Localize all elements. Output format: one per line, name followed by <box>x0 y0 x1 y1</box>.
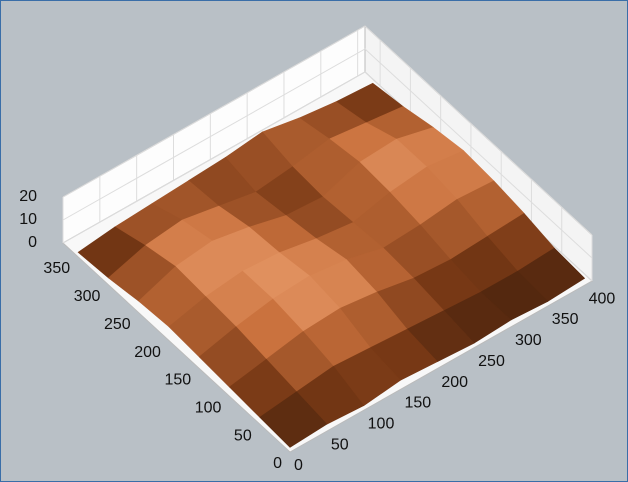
x-tick-label: 350 <box>552 311 579 328</box>
y-tick-label: 200 <box>134 344 161 361</box>
y-tick-label: 0 <box>273 455 282 472</box>
x-tick-label: 200 <box>441 374 468 391</box>
x-tick-label: 150 <box>404 395 431 412</box>
chart: 0501001502002503003504000501001502002503… <box>0 0 628 482</box>
x-tick-label: 250 <box>478 353 505 370</box>
x-tick-label: 300 <box>515 332 542 349</box>
z-tick-label: 20 <box>19 188 37 205</box>
z-tick-label: 10 <box>19 211 37 228</box>
x-tick-label: 400 <box>589 290 616 307</box>
x-tick-label: 50 <box>331 436 349 453</box>
y-tick-label: 250 <box>104 316 131 333</box>
x-tick-label: 100 <box>368 416 395 433</box>
y-tick-label: 50 <box>234 427 252 444</box>
y-tick-label: 350 <box>43 260 70 277</box>
page: 0501001502002503003504000501001502002503… <box>0 0 628 482</box>
y-tick-label: 100 <box>195 399 222 416</box>
y-tick-label: 300 <box>74 288 101 305</box>
z-tick-label: 0 <box>28 234 37 251</box>
x-tick-label: 0 <box>294 457 303 474</box>
y-tick-label: 150 <box>164 372 191 389</box>
